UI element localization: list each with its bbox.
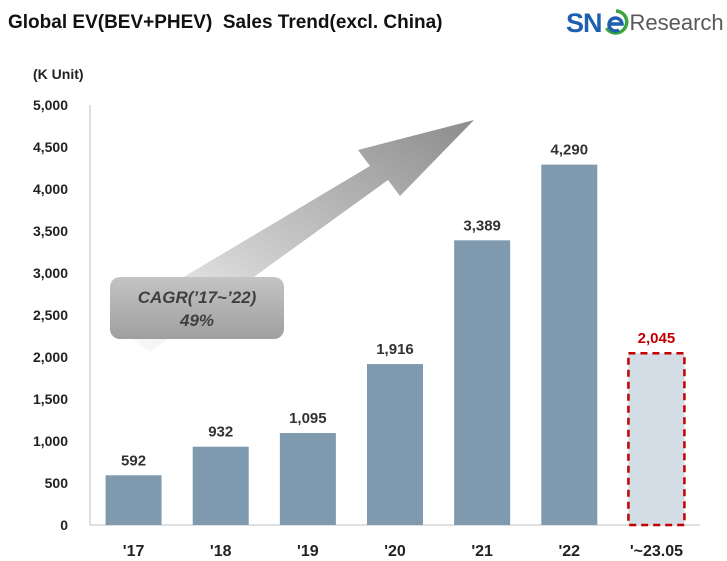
y-tick-label: 1,500 — [33, 391, 68, 407]
logo-brand: SN — [566, 7, 603, 38]
cagr-label: CAGR(’17~’22) — [138, 288, 257, 307]
logo-e-swirl-icon — [603, 8, 629, 38]
y-tick-label: 3,000 — [33, 265, 68, 281]
y-tick-label: 2,000 — [33, 349, 68, 365]
x-tick-label: '18 — [210, 543, 232, 560]
y-tick-label: 4,000 — [33, 181, 68, 197]
bar — [192, 446, 249, 525]
x-tick-label: '20 — [384, 543, 406, 560]
bar — [367, 364, 423, 525]
cagr-box — [110, 277, 284, 339]
logo-text: Research — [629, 10, 724, 35]
y-tick-label: 0 — [60, 517, 68, 533]
unit-label: (K Unit) — [33, 66, 84, 82]
value-label: 4,290 — [551, 142, 589, 159]
value-label: 1,095 — [289, 410, 327, 427]
x-tick-label: '~23.05 — [630, 543, 683, 560]
value-label: 932 — [208, 424, 233, 441]
value-label: 592 — [121, 452, 146, 469]
x-tick-label: '19 — [297, 543, 319, 560]
value-label: 2,045 — [638, 330, 676, 347]
bar — [105, 475, 162, 525]
bar — [541, 164, 598, 525]
y-tick-label: 5,000 — [33, 97, 68, 113]
bar — [454, 240, 511, 525]
x-tick-label: '17 — [123, 543, 145, 560]
cagr-value: 49% — [179, 311, 214, 330]
chart-title: Global EV(BEV+PHEV) Sales Trend(excl. Ch… — [8, 12, 443, 33]
y-tick-label: 2,500 — [33, 307, 68, 323]
value-label: 1,916 — [376, 341, 414, 358]
sne-research-logo: SN Research — [566, 6, 724, 40]
x-tick-label: '22 — [558, 543, 580, 560]
bar-partial-year — [627, 351, 686, 527]
x-tick-label: '21 — [471, 543, 493, 560]
y-tick-label: 1,000 — [33, 433, 68, 449]
y-tick-label: 3,500 — [33, 223, 68, 239]
bar — [279, 433, 336, 525]
value-label: 3,389 — [463, 217, 501, 234]
y-tick-label: 4,500 — [33, 139, 68, 155]
y-tick-label: 500 — [45, 475, 69, 491]
